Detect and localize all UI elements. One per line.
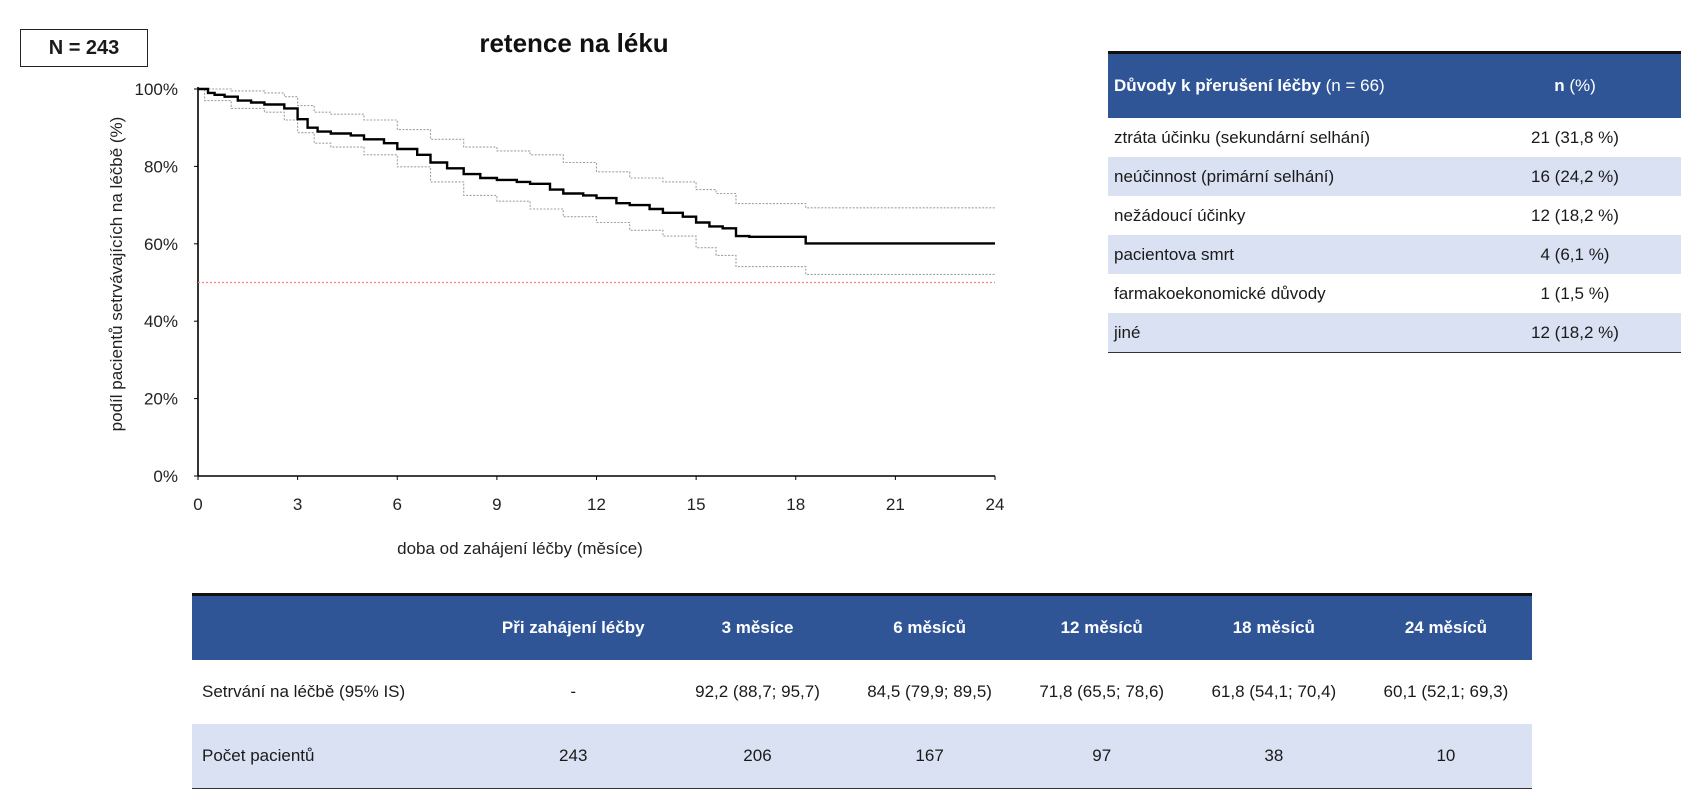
x-tick-label: 18 [786, 495, 805, 514]
plot-area: 0% 20% 40% 60% 80% 100% 0 3 6 9 12 15 18 21 24 [135, 80, 1005, 514]
x-tick-label: 9 [492, 495, 501, 514]
reason-value: 21 (31,8 %) [1531, 127, 1619, 147]
x-tick-label: 15 [687, 495, 706, 514]
reason-value: 1 (1,5 %) [1540, 283, 1610, 303]
x-tick-label: 12 [587, 495, 606, 514]
table-cell: 97 [1015, 724, 1188, 789]
reasons-header-row: Důvody k přerušení léčby (n = 66) n (%) [1108, 51, 1681, 118]
table-cell: 243 [475, 724, 672, 789]
reason-row: pacientova smrt 4 (6,1 %) [1108, 235, 1681, 274]
reasons-header-title: Důvody k přerušení léčby (n = 66) [1108, 51, 1469, 118]
y-tick-label: 40% [144, 312, 178, 331]
reason-label: pacientova smrt [1108, 235, 1469, 274]
discontinuation-reasons-table: Důvody k přerušení léčby (n = 66) n (%) … [1108, 51, 1681, 353]
reason-label: jiné [1108, 313, 1469, 353]
table-cell: 61,8 (54,1; 70,4) [1211, 682, 1337, 701]
reason-label: nežádoucí účinky [1114, 205, 1246, 225]
x-tick-label: 21 [886, 495, 905, 514]
reason-row: farmakoekonomické důvody 1 (1,5 %) [1108, 274, 1681, 313]
reason-row: ztráta účinku (sekundární selhání) 21 (3… [1108, 118, 1681, 157]
retention-header-cell: 12 měsíců [1015, 593, 1188, 660]
retention-header-cell: 6 měsíců [843, 593, 1016, 660]
retention-header-cell: Při zahájení léčby [475, 593, 672, 660]
y-tick-label: 20% [144, 390, 178, 409]
ci-lower-curve [198, 88, 995, 275]
table-cell: 206 [671, 724, 844, 789]
survival-curve [198, 87, 995, 245]
retention-header-cell: 24 měsíců [1359, 593, 1532, 660]
table-cell: 10 [1359, 724, 1532, 789]
reason-label: farmakoekonomické důvody [1114, 283, 1326, 303]
reason-value: 12 (18,2 %) [1531, 205, 1619, 225]
retention-header-cell: 3 měsíce [671, 593, 844, 660]
reason-label: ztráta účinku (sekundární selhání) [1114, 127, 1371, 147]
reason-row: nežádoucí účinky 12 (18,2 %) [1108, 196, 1681, 235]
x-axis-label: doba od zahájení léčby (měsíce) [397, 539, 643, 558]
x-tick-label: 24 [986, 495, 1005, 514]
table-cell: 84,5 (79,9; 89,5) [867, 682, 992, 701]
y-tick-label: 60% [144, 235, 178, 254]
patient-count-row: Počet pacientů 243 206 167 97 38 10 [192, 724, 1532, 789]
table-cell: 38 [1187, 724, 1360, 789]
x-tick-label: 0 [193, 495, 202, 514]
ci-upper-curve [198, 88, 995, 209]
retention-header-cell: 18 měsíců [1187, 593, 1360, 660]
retention-header-row: Při zahájení léčby 3 měsíce 6 měsíců 12 … [192, 593, 1532, 660]
reason-label: neúčinnost (primární selhání) [1108, 157, 1469, 196]
y-tick-label: 100% [135, 80, 178, 99]
reason-row: jiné 12 (18,2 %) [1108, 313, 1681, 353]
y-tick-label: 0% [153, 467, 178, 486]
table-cell: 167 [843, 724, 1016, 789]
reasons-header-n: n (%) [1469, 51, 1681, 118]
table-cell: 60,1 (52,1; 69,3) [1383, 682, 1509, 701]
x-tick-label: 6 [393, 495, 402, 514]
table-cell: 71,8 (65,5; 78,6) [1039, 682, 1165, 701]
y-axis-label: podíl pacientů setrvávajících na léčbě (… [107, 117, 126, 432]
sample-size-badge: N = 243 [20, 29, 148, 67]
reason-value: 12 (18,2 %) [1469, 313, 1681, 353]
row-label: Setrvání na léčbě (95% IS) [202, 682, 406, 701]
retention-summary-table: Při zahájení léčby 3 měsíce 6 měsíců 12 … [192, 593, 1532, 789]
table-cell: - [570, 682, 577, 701]
y-tick-label: 80% [144, 157, 178, 176]
table-cell: 92,2 (88,7; 95,7) [695, 682, 820, 701]
chart-title: retence na léku [479, 28, 668, 58]
x-tick-label: 3 [293, 495, 302, 514]
row-label: Počet pacientů [192, 724, 475, 789]
km-retention-chart: retence na léku podíl pacientů setrvávaj… [107, 28, 1005, 558]
reason-value: 16 (24,2 %) [1469, 157, 1681, 196]
retention-rate-row: Setrvání na léčbě (95% IS) - 92,2 (88,7;… [192, 660, 1532, 724]
reason-row: neúčinnost (primární selhání) 16 (24,2 %… [1108, 157, 1681, 196]
retention-header-cell [192, 593, 475, 660]
reason-value: 4 (6,1 %) [1469, 235, 1681, 274]
